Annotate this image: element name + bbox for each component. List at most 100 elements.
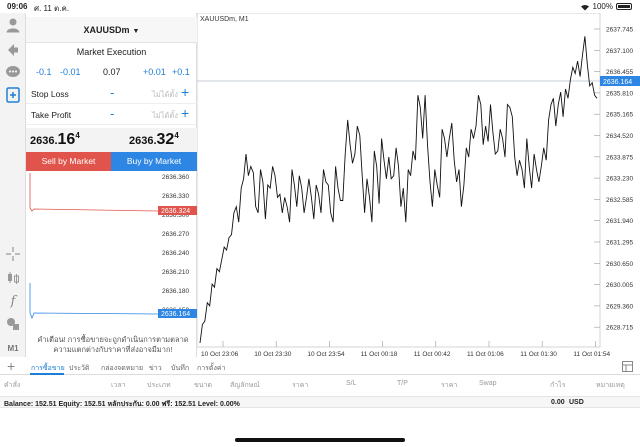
col-swap: Swap <box>479 380 497 387</box>
stop-loss-label: Stop Loss <box>31 89 69 99</box>
candles-icon[interactable] <box>4 269 22 287</box>
take-profit-label: Take Profit <box>31 110 72 120</box>
y-tick-label: 2634.520 <box>606 133 633 140</box>
order-panel: XAUUSDm ▼ Market Execution -0.1 -0.01 0.0… <box>26 13 197 357</box>
bid-price-main: 2636. <box>30 135 58 147</box>
price-display: 2636.164 2636.324 <box>26 128 197 152</box>
ask-price: 2636.324 <box>129 131 179 149</box>
battery-percent: 100% <box>592 2 613 11</box>
mini-tick-label: 2636.210 <box>162 269 189 276</box>
volume-minus-small[interactable]: -0.01 <box>60 67 81 77</box>
stop-loss-row: Stop Loss - ไม่ได้ตั้ง + <box>26 84 197 104</box>
x-tick-label: 11 Oct 01:30 <box>520 351 557 357</box>
y-tick-label: 2637.745 <box>606 27 633 34</box>
symbol-name: XAUUSDm <box>83 25 130 35</box>
bid-tick-line <box>29 283 159 320</box>
trade-up-icon[interactable] <box>4 40 22 58</box>
left-toolbar: f M1 <box>0 13 26 357</box>
y-tick-label: 2637.100 <box>606 48 633 55</box>
wifi-icon <box>580 4 589 10</box>
volume-plus-large[interactable]: +0.1 <box>172 67 190 77</box>
status-right: 100% <box>580 2 632 11</box>
tab-trade[interactable]: การซื้อขาย <box>31 365 65 372</box>
current-price-tag-text: 2636.164 <box>603 79 632 86</box>
col-symbol: สัญลักษณ์ <box>230 382 260 389</box>
trade-table-header: คำสั่ง เวลา ประเภท ขนาด สัญลักษณ์ ราคา S… <box>0 380 640 392</box>
take-profit-plus-button[interactable]: + <box>181 105 190 121</box>
y-tick-label: 2631.295 <box>606 240 633 247</box>
status-time: 09:06 <box>7 2 28 11</box>
y-tick-label: 2635.810 <box>606 90 633 97</box>
col-price: ราคา <box>292 382 309 389</box>
y-tick-label: 2628.715 <box>606 325 633 332</box>
y-tick-label: 2633.875 <box>606 154 633 161</box>
tab-mailbox[interactable]: กล่องจดหมาย <box>101 365 144 372</box>
terminal-tabs: + การซื้อขาย ประวัติ กล่องจดหมาย ข่าว บั… <box>0 358 640 375</box>
x-tick-label: 10 Oct 23:54 <box>307 351 345 357</box>
stop-loss-plus-button[interactable]: + <box>181 84 190 100</box>
take-profit-row: Take Profit - ไม่ได้ตั้ง + <box>26 105 197 125</box>
tab-history[interactable]: ประวัติ <box>69 365 90 372</box>
ask-price-main: 2636. <box>129 135 157 147</box>
col-time: เวลา <box>111 382 126 389</box>
status-date: ศ. 11 ต.ค. <box>34 4 70 13</box>
function-icon[interactable]: f <box>10 293 16 309</box>
caret-down-icon: ▼ <box>132 28 140 35</box>
x-tick-label: 11 Oct 01:06 <box>467 351 504 357</box>
col-order: คำสั่ง <box>4 382 21 389</box>
battery-icon <box>616 3 632 10</box>
panel-toggle-icon[interactable] <box>622 361 633 372</box>
total-profit: 0.00 <box>551 399 565 406</box>
volume-value[interactable]: 0.07 <box>103 67 121 77</box>
col-volume: ขนาด <box>194 382 213 389</box>
take-profit-value[interactable]: ไม่ได้ตั้ง <box>152 111 178 120</box>
balance-bar: Balance: 152.51 Equity: 152.51 หลักประกั… <box>0 396 640 408</box>
mini-tick-label: 2636.270 <box>162 231 189 238</box>
sell-by-market-button[interactable]: Sell by Market <box>26 152 111 171</box>
x-tick-label: 11 Oct 00:18 <box>361 351 398 357</box>
objects-icon[interactable] <box>4 315 22 333</box>
symbol-selector[interactable]: XAUUSDm ▼ <box>26 17 197 43</box>
ask-price-tag <box>158 206 197 215</box>
bid-price-tag <box>158 309 197 318</box>
balance-summary: Balance: 152.51 Equity: 152.51 หลักประกั… <box>4 401 240 408</box>
bid-price-big: 16 <box>57 131 76 148</box>
tab-settings[interactable]: การตั้งค่า <box>197 365 226 372</box>
col-tp: T/P <box>397 380 408 387</box>
y-tick-label: 2629.360 <box>606 303 633 310</box>
y-tick-label: 2630.005 <box>606 282 633 289</box>
mini-tick-label: 2636.180 <box>162 288 189 295</box>
chat-icon[interactable] <box>4 63 22 81</box>
price-chart-svg[interactable]: 2637.745 2637.100 2636.455 2635.810 2635.165… <box>197 13 640 357</box>
execution-type[interactable]: Market Execution <box>76 47 147 57</box>
mini-tick-label: 2636.300 <box>162 212 189 219</box>
col-price-current: ราคา <box>441 382 458 389</box>
buy-by-market-button[interactable]: Buy by Market <box>111 152 197 171</box>
chart-title: XAUUSDm, M1 <box>200 16 249 23</box>
x-tick-label: 11 Oct 01:54 <box>573 351 610 357</box>
timeframe-label[interactable]: M1 <box>7 343 19 353</box>
user-icon[interactable] <box>4 16 22 34</box>
ask-tick-line <box>29 173 159 212</box>
new-order-icon[interactable] <box>4 86 22 104</box>
tab-news[interactable]: ข่าว <box>149 365 162 372</box>
volume-minus-large[interactable]: -0.1 <box>36 67 52 77</box>
mini-tick-label: 2636.360 <box>162 174 189 181</box>
profit-currency: USD <box>569 399 584 406</box>
stop-loss-minus-button[interactable]: - <box>110 85 115 100</box>
crosshair-icon[interactable] <box>4 245 22 263</box>
stop-loss-value[interactable]: ไม่ได้ตั้ง <box>152 90 178 99</box>
current-price-tag <box>600 76 640 86</box>
price-chart[interactable]: 2637.745 2637.100 2636.455 2635.810 2635.165… <box>197 13 640 357</box>
add-button[interactable]: + <box>7 358 16 374</box>
tab-journal[interactable]: บันทึก <box>171 365 190 372</box>
take-profit-minus-button[interactable]: - <box>110 106 115 121</box>
home-indicator[interactable] <box>235 438 405 442</box>
mini-tick-label: 2636.240 <box>162 250 189 257</box>
col-sl: S/L <box>346 380 357 387</box>
bid-price-sup: 4 <box>75 131 80 140</box>
volume-plus-small[interactable]: +0.01 <box>143 67 166 77</box>
col-profit: กำไร <box>550 382 566 389</box>
mini-tick-label: 2636.330 <box>162 193 189 200</box>
y-tick-label: 2632.585 <box>606 197 633 204</box>
